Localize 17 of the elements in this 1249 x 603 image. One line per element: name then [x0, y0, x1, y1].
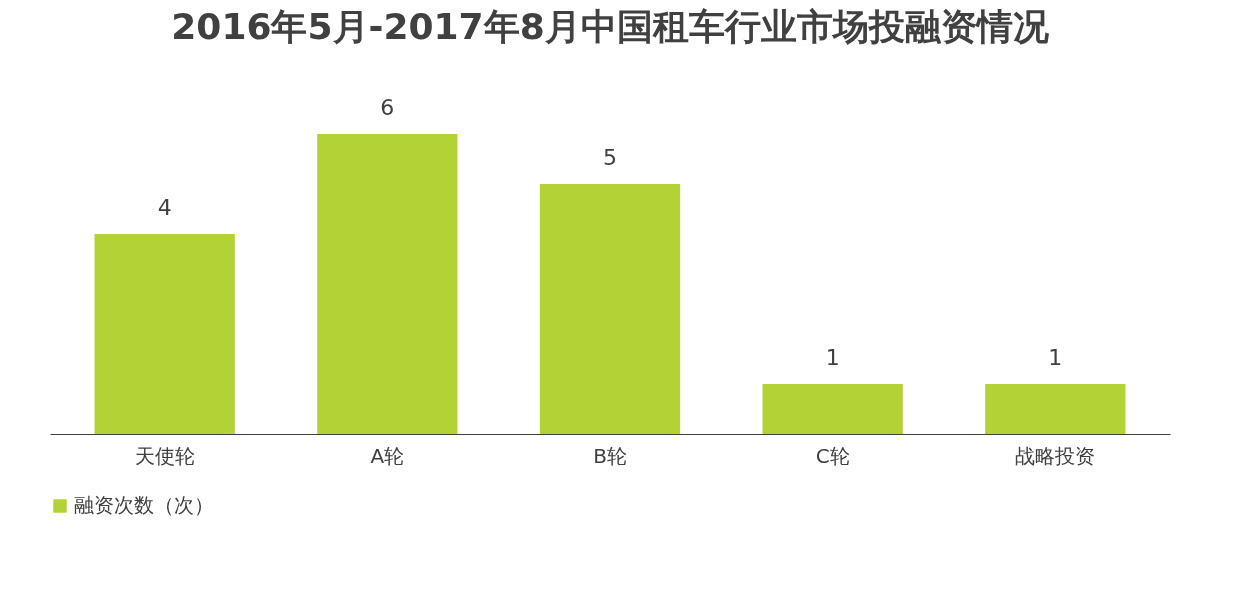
bar [762, 384, 903, 434]
data-label: 5 [603, 145, 617, 170]
x-tick-label: B轮 [593, 443, 627, 468]
x-tick-label: A轮 [370, 443, 405, 468]
x-tick-label: 天使轮 [134, 443, 195, 468]
x-tick-label: 战略投资 [1015, 443, 1096, 468]
x-tick-label: C轮 [815, 443, 850, 468]
data-label: 4 [157, 195, 172, 220]
data-label: 1 [825, 345, 840, 370]
legend-label: 融资次数（次） [74, 493, 214, 517]
data-label: 6 [380, 95, 395, 120]
data-label: 1 [1048, 345, 1063, 370]
bar [539, 184, 681, 434]
bar [317, 134, 458, 434]
bar [985, 384, 1126, 434]
chart-title: 2016年5月-2017年8月中国租车行业市场投融资情况 [171, 6, 1049, 47]
bar [94, 234, 235, 434]
